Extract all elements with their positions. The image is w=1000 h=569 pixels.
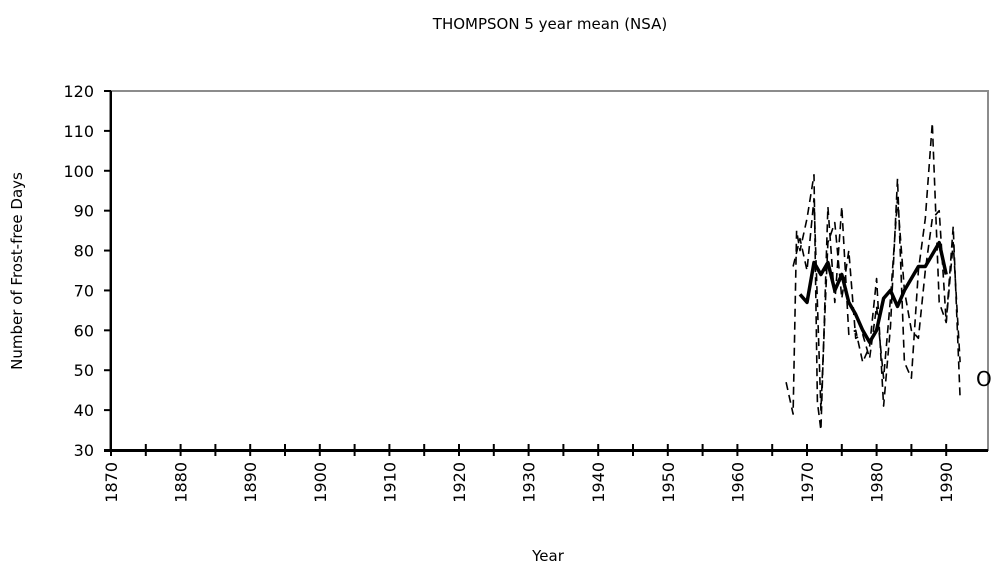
- x-tick-label-1880: 1880: [172, 462, 191, 503]
- x-tick-label-1910: 1910: [380, 462, 399, 503]
- side-marker: O: [976, 367, 992, 391]
- x-tick-label-1900: 1900: [311, 462, 330, 503]
- y-axis-label: Number of Frost-free Days: [8, 172, 26, 370]
- y-tick-label-90: 90: [74, 202, 94, 221]
- x-tick-label-1970: 1970: [798, 462, 817, 503]
- x-axis-label: Year: [531, 547, 565, 565]
- series-line-3: [798, 240, 948, 345]
- y-tick-label-80: 80: [74, 242, 94, 261]
- y-tick-label-30: 30: [74, 441, 94, 460]
- series-line-2: [792, 197, 961, 411]
- x-axis-ticks: 1870 1880 1890 1900 1910 1920 1930 1940 1950 1960…: [102, 444, 956, 503]
- x-tick-label-1870: 1870: [102, 462, 121, 503]
- x-tick-label-1980: 1980: [868, 462, 887, 503]
- y-axis-ticks: 30 40 50 60 70 80 90 100 110 120: [63, 82, 111, 460]
- y-tick-label-110: 110: [63, 122, 94, 141]
- series-line-1: [785, 122, 961, 431]
- chart-title: THOMPSON 5 year mean (NSA): [432, 15, 667, 33]
- y-tick-label-50: 50: [74, 361, 94, 380]
- x-tick-label-1890: 1890: [241, 462, 260, 503]
- y-tick-label-40: 40: [74, 401, 94, 420]
- y-tick-label-100: 100: [63, 162, 94, 181]
- x-tick-label-1930: 1930: [520, 462, 539, 503]
- y-tick-label-120: 120: [63, 82, 94, 101]
- x-tick-label-1950: 1950: [659, 462, 678, 503]
- x-tick-label-1960: 1960: [728, 462, 747, 503]
- x-tick-label-1940: 1940: [589, 462, 608, 503]
- x-tick-label-1920: 1920: [450, 462, 469, 503]
- data-series: [785, 122, 961, 431]
- y-tick-label-70: 70: [74, 281, 94, 300]
- y-tick-label-60: 60: [74, 321, 94, 340]
- plot-area-frame: [109, 90, 989, 451]
- x-tick-label-1990: 1990: [937, 462, 956, 503]
